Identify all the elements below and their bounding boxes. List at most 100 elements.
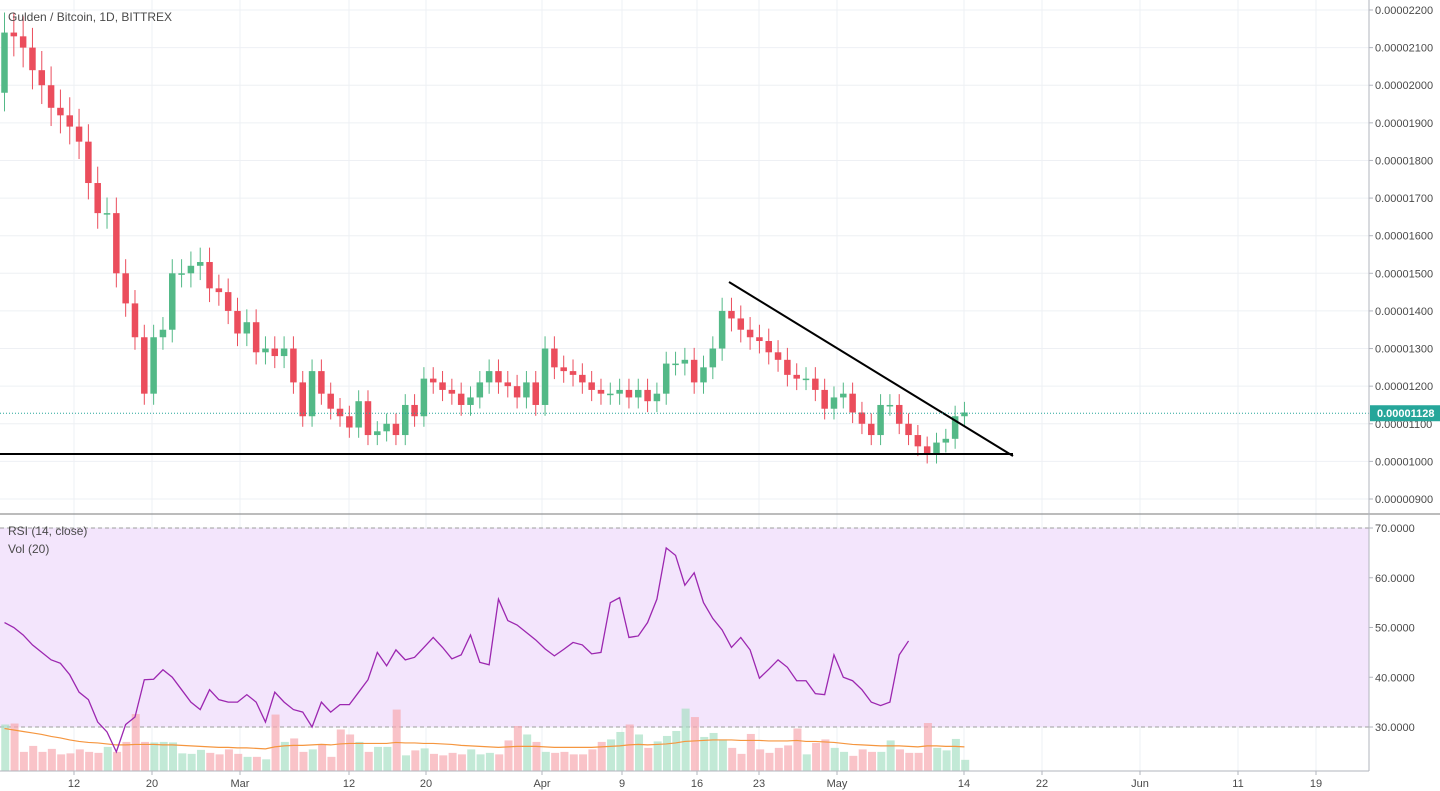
candle: [196, 247, 204, 281]
volume-bar: [131, 714, 140, 771]
candle-body: [262, 348, 269, 353]
candle-body: [206, 262, 213, 289]
candle: [653, 382, 661, 413]
rsi-axis[interactable]: 70.0000 60.0000 50.0000 40.0000 30.0000: [1369, 523, 1415, 734]
chart-title[interactable]: Gulden / Bitcoin, 1D, BITTREX: [8, 10, 172, 24]
candle: [85, 124, 92, 200]
candle: [224, 278, 232, 325]
candle-body: [476, 382, 484, 398]
candle-body: [690, 359, 698, 383]
trendline-descending[interactable]: [728, 281, 1014, 457]
price-tick-label: 0.00001400: [1375, 306, 1433, 318]
candle: [635, 378, 642, 409]
volume-bar: [635, 734, 644, 771]
volume-bar: [690, 717, 699, 771]
rsi-tick-label: 50.0000: [1375, 623, 1415, 635]
time-tick-label: 12: [343, 778, 355, 790]
candle-body: [364, 401, 372, 436]
candle: [346, 405, 353, 438]
candle-body: [234, 310, 241, 334]
volume-bar: [597, 741, 606, 771]
candle-body: [681, 359, 689, 364]
candle: [541, 336, 549, 416]
candle: [374, 421, 381, 446]
volume-bar: [560, 751, 569, 771]
price-tick-label: 0.00001900: [1375, 118, 1433, 130]
volume-bar: [961, 759, 970, 771]
volume-bar: [607, 739, 616, 771]
volume-bar: [467, 749, 476, 771]
volume-bar: [523, 734, 532, 771]
candle-body: [485, 371, 493, 383]
volume-bar: [681, 708, 690, 771]
volume-bar: [252, 756, 261, 771]
volume-bar: [886, 740, 895, 771]
candle: [169, 259, 176, 343]
volume-bar: [653, 741, 662, 771]
volume-bar: [290, 738, 299, 771]
candle-body: [961, 412, 968, 417]
volume-bar: [616, 731, 625, 771]
candle-body: [728, 310, 735, 319]
volume-bar: [383, 746, 392, 771]
candle: [336, 398, 344, 427]
candle-body: [392, 423, 400, 436]
volume-bar: [644, 747, 653, 771]
candle: [840, 382, 847, 409]
volume-bar: [215, 754, 224, 771]
candle: [737, 305, 745, 343]
time-tick-label: 11: [1232, 778, 1243, 790]
price-tick-label: 0.00001300: [1375, 344, 1433, 356]
candle-body: [1, 32, 8, 93]
candle: [718, 297, 726, 361]
volume-bar: [541, 751, 550, 771]
time-axis[interactable]: 12 20 Mar 12 20 Apr 9 16 23 May 14 22 Jun 11 19: [68, 771, 1322, 790]
candle: [849, 382, 856, 424]
volume-bar: [625, 724, 634, 771]
candle-body: [290, 348, 297, 383]
candle: [905, 413, 912, 446]
volume-bar: [178, 753, 187, 771]
candle: [252, 309, 260, 365]
candle: [793, 363, 800, 391]
candle-body: [103, 213, 111, 215]
candle: [681, 347, 689, 376]
candle: [551, 336, 558, 380]
volume-bar: [392, 709, 401, 771]
rsi-legend[interactable]: RSI (14, close): [8, 524, 87, 538]
candle: [402, 394, 409, 446]
price-tick-label: 0.00002100: [1375, 43, 1433, 55]
candle-body: [75, 126, 83, 142]
candle: [364, 390, 372, 446]
candle-body: [504, 382, 512, 387]
time-tick-label: 20: [146, 778, 158, 790]
volume-bar: [476, 754, 485, 771]
candle: [10, 12, 18, 57]
candle-body: [336, 408, 344, 417]
rsi-tick-label: 60.0000: [1375, 573, 1415, 585]
candle: [429, 367, 437, 394]
candle: [19, 16, 27, 68]
volume-bar: [141, 741, 150, 771]
volume-bar: [280, 741, 289, 771]
candle-body: [383, 423, 390, 432]
volume-legend[interactable]: Vol (20): [8, 542, 49, 556]
candle-body: [541, 348, 549, 405]
candle: [150, 324, 157, 405]
candle-body: [895, 404, 903, 424]
candle: [448, 378, 456, 405]
volume-bar: [849, 755, 858, 771]
volume-bar: [532, 741, 541, 771]
volume-bar: [318, 744, 327, 771]
candle-body: [308, 371, 316, 417]
candle-body: [299, 382, 306, 417]
volume-bar: [10, 723, 19, 771]
volume-bar: [75, 749, 84, 771]
candle: [113, 197, 120, 288]
candle-body: [597, 389, 605, 394]
candle: [29, 27, 36, 90]
price-axis[interactable]: 0.00002200 0.00002100 0.00002000 0.00001900…: [1369, 5, 1433, 506]
candle: [66, 97, 73, 145]
candle-body: [812, 378, 819, 390]
candle: [523, 371, 530, 409]
